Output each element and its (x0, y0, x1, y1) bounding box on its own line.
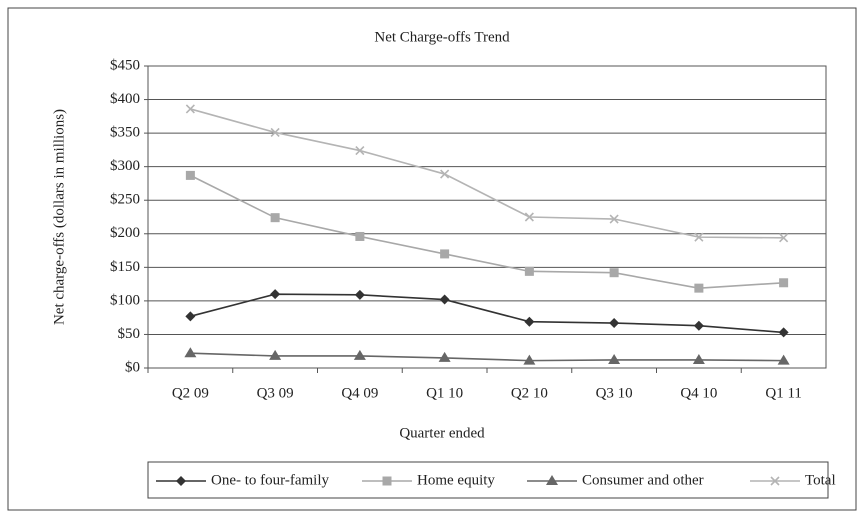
marker (270, 289, 281, 300)
marker (523, 354, 536, 365)
marker (185, 104, 195, 114)
marker (778, 327, 789, 338)
y-tick-label: $50 (118, 326, 141, 342)
legend-label: Consumer and other (582, 472, 704, 488)
x-tick-label: Q1 11 (765, 385, 802, 401)
marker (609, 268, 619, 278)
y-tick-label: $250 (110, 192, 140, 208)
x-tick-label: Q4 09 (341, 385, 378, 401)
marker (355, 231, 365, 241)
chart-title: Net Charge-offs Trend (374, 29, 510, 45)
marker (185, 170, 195, 180)
marker (382, 476, 392, 486)
series-line (190, 174, 784, 289)
x-tick-label: Q4 10 (680, 385, 717, 401)
marker (692, 353, 705, 364)
y-tick-label: $100 (110, 292, 140, 308)
marker (269, 349, 282, 360)
marker (608, 353, 621, 364)
series-line (190, 352, 784, 362)
y-axis-label: Net charge-offs (dollars in millions) (51, 109, 67, 325)
marker (609, 214, 619, 224)
marker (779, 278, 789, 288)
marker (270, 127, 280, 138)
x-tick-label: Q3 09 (257, 385, 294, 401)
x-tick-label: Q2 09 (172, 385, 209, 401)
series-line (190, 293, 784, 334)
marker (546, 475, 558, 485)
y-tick-label: $400 (110, 91, 140, 107)
chart-frame (7, 7, 857, 511)
x-axis-label: Quarter ended (399, 425, 485, 441)
marker (440, 249, 450, 259)
marker (355, 145, 365, 156)
marker (440, 169, 450, 179)
legend-label: Total (805, 472, 836, 488)
marker (176, 476, 186, 486)
marker (438, 351, 451, 362)
y-tick-label: $200 (110, 225, 140, 241)
marker (524, 316, 535, 327)
marker (779, 233, 789, 243)
marker (439, 294, 450, 305)
plot-border (147, 65, 827, 369)
marker (353, 349, 366, 360)
marker (270, 213, 280, 223)
legend-label: One- to four-family (211, 472, 329, 488)
marker (524, 212, 534, 222)
marker (694, 283, 704, 293)
x-tick-label: Q1 10 (426, 385, 463, 401)
marker (693, 320, 704, 331)
marker (185, 311, 196, 322)
legend-label: Home equity (417, 472, 495, 488)
marker (777, 354, 790, 365)
marker (694, 232, 704, 242)
legend-box (147, 461, 829, 499)
marker (524, 266, 534, 276)
y-tick-label: $350 (110, 125, 140, 141)
y-tick-label: $0 (125, 359, 140, 375)
marker (184, 347, 197, 358)
marker (354, 289, 365, 300)
marker (609, 318, 620, 329)
y-tick-label: $300 (110, 158, 140, 174)
x-tick-label: Q3 10 (596, 385, 633, 401)
y-tick-label: $450 (110, 57, 140, 73)
x-tick-label: Q2 10 (511, 385, 548, 401)
y-tick-label: $150 (110, 259, 140, 275)
marker (770, 476, 780, 486)
series-line (190, 108, 784, 239)
